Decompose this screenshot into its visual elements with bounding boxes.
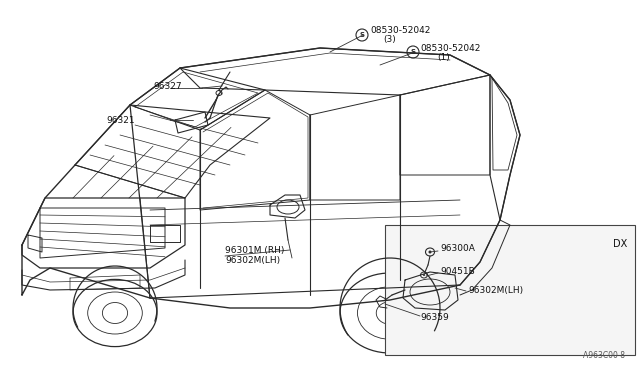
Text: S: S	[410, 49, 415, 55]
Text: 96301M (RH): 96301M (RH)	[225, 246, 284, 254]
Text: 96302M(LH): 96302M(LH)	[225, 256, 280, 264]
Text: 08530-52042: 08530-52042	[420, 44, 481, 52]
Text: (1): (1)	[437, 52, 450, 61]
Ellipse shape	[429, 250, 431, 253]
Text: A963C00 8: A963C00 8	[583, 351, 625, 360]
Text: DX: DX	[612, 239, 627, 249]
Text: 96327: 96327	[153, 81, 182, 90]
Bar	[385, 225, 635, 355]
Text: 08530-52042: 08530-52042	[370, 26, 430, 35]
Text: 90451B: 90451B	[440, 267, 475, 276]
Text: 96300A: 96300A	[440, 244, 475, 253]
Text: S: S	[360, 32, 365, 38]
Text: 96321: 96321	[106, 115, 135, 125]
Ellipse shape	[423, 274, 425, 276]
Text: 96302M(LH): 96302M(LH)	[468, 285, 523, 295]
Text: (3): (3)	[383, 35, 396, 44]
Text: 96359: 96359	[420, 314, 449, 323]
